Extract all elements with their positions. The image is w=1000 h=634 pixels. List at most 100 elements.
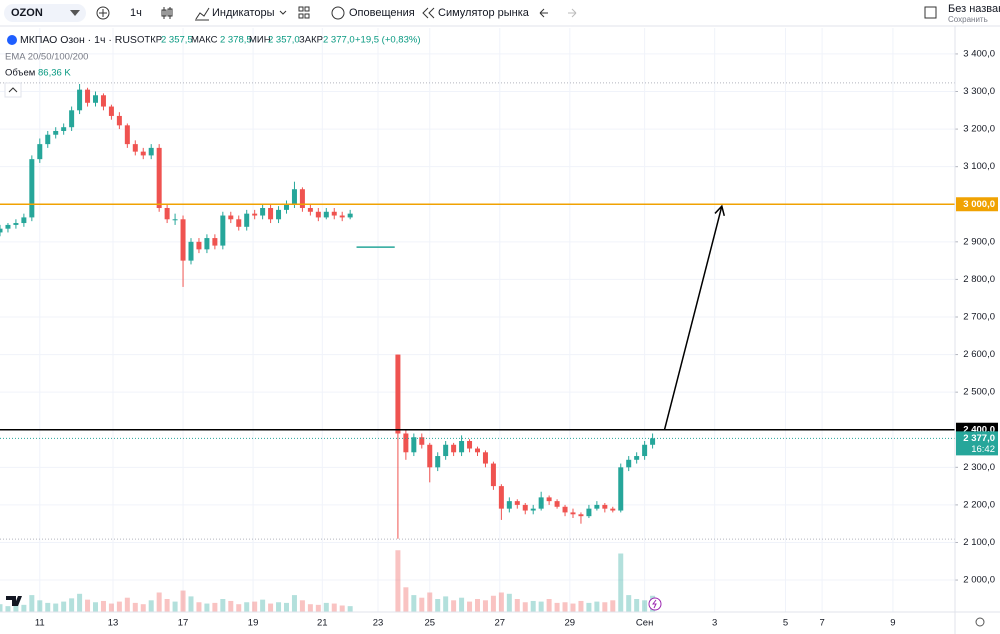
layout-checkbox[interactable] bbox=[924, 6, 937, 19]
candle-body bbox=[228, 215, 234, 220]
interval[interactable]: 1ч bbox=[130, 7, 142, 19]
candle-body bbox=[538, 497, 544, 509]
last-price-box bbox=[956, 431, 998, 456]
candle-body bbox=[188, 241, 194, 261]
volume-bar bbox=[77, 593, 83, 612]
volume-bar bbox=[116, 601, 122, 612]
candle-body bbox=[650, 438, 656, 445]
candle-body bbox=[172, 219, 178, 221]
candle-body bbox=[252, 213, 258, 216]
candle-body bbox=[299, 189, 305, 209]
volume-bar bbox=[180, 590, 186, 612]
candle-body bbox=[594, 504, 600, 509]
x-tick-label: 29 bbox=[565, 618, 576, 629]
price-label: 3 000,0 bbox=[963, 199, 995, 210]
volume-bar bbox=[13, 602, 19, 612]
indicators-button[interactable]: Индикаторы bbox=[212, 7, 275, 19]
chart-type-icon[interactable] bbox=[161, 7, 173, 19]
layout-icon bbox=[304, 13, 310, 19]
volume-bar bbox=[45, 602, 51, 612]
candle-body bbox=[212, 238, 218, 246]
candle-body bbox=[37, 144, 43, 160]
legend-open-label: ОТКР bbox=[137, 35, 162, 46]
volume-bar bbox=[435, 599, 441, 612]
layout-name[interactable]: Без названия bbox=[948, 3, 1000, 15]
candle-body bbox=[180, 219, 186, 261]
volume-bar bbox=[196, 602, 202, 612]
replay-button[interactable]: Симулятор рынка bbox=[438, 7, 530, 19]
candle-body bbox=[562, 506, 568, 513]
volume-bar bbox=[427, 592, 433, 612]
candle-body bbox=[148, 147, 154, 156]
volume-bar bbox=[108, 603, 114, 612]
volume-bar bbox=[148, 600, 154, 612]
candle-body bbox=[236, 219, 242, 227]
x-tick-label: 9 bbox=[890, 618, 895, 629]
candle-body bbox=[475, 448, 480, 453]
candle-body bbox=[244, 213, 250, 227]
volume-bar bbox=[268, 603, 274, 612]
indicators-dropdown[interactable] bbox=[279, 10, 287, 15]
legend-high: 2 378,5 bbox=[220, 35, 252, 46]
settings-icon[interactable] bbox=[975, 617, 985, 627]
undo-button[interactable] bbox=[539, 8, 548, 18]
price-label: 2 400,0 bbox=[963, 424, 995, 435]
volume-bar bbox=[93, 602, 98, 612]
volume-bar bbox=[29, 595, 35, 612]
layout-icon bbox=[298, 13, 304, 19]
y-tick-label: 2 600,0 bbox=[963, 349, 995, 360]
volume-bar bbox=[451, 600, 457, 612]
save-button[interactable]: Сохранить bbox=[948, 15, 988, 24]
volume-bar bbox=[467, 601, 473, 612]
symbol-logo bbox=[7, 35, 17, 45]
volume-bar bbox=[315, 604, 321, 612]
x-tick-label: Сен bbox=[636, 618, 653, 629]
volume-bar bbox=[642, 600, 648, 612]
volume-bar bbox=[546, 599, 552, 612]
y-tick-label: 2 500,0 bbox=[963, 387, 995, 398]
volume-bar bbox=[188, 596, 194, 612]
alerts-button[interactable]: Оповещения bbox=[349, 7, 415, 19]
volume-bar bbox=[284, 602, 289, 612]
x-tick-label: 13 bbox=[108, 618, 119, 629]
volume-bar bbox=[570, 603, 576, 612]
volume-bar bbox=[490, 595, 496, 612]
volume-bar bbox=[299, 600, 305, 612]
volume-bar bbox=[506, 593, 512, 612]
candle-body bbox=[0, 228, 3, 233]
legend-ema: EMA 20/50/100/200 bbox=[5, 52, 88, 63]
arrow-head bbox=[714, 204, 726, 217]
candle-body bbox=[196, 241, 202, 250]
collapse-legend[interactable] bbox=[4, 82, 22, 98]
volume-bar bbox=[522, 602, 528, 612]
volume-bar bbox=[419, 597, 425, 612]
legend-title: МКПАО Озон · 1ч · RUS bbox=[20, 34, 137, 46]
candle-body bbox=[220, 215, 226, 246]
volume-bar bbox=[100, 600, 106, 612]
volume-bar bbox=[475, 599, 480, 612]
add-symbol-icon[interactable] bbox=[96, 6, 110, 20]
candle-body bbox=[331, 211, 337, 216]
volume-bar bbox=[395, 550, 401, 612]
x-tick-label: 5 bbox=[783, 618, 788, 629]
legend-low: 2 357,0 bbox=[268, 35, 300, 46]
volume-bar bbox=[37, 600, 43, 612]
candle-body bbox=[108, 106, 114, 116]
legend-close-label: ЗАКР bbox=[299, 35, 323, 46]
y-tick-label: 3 200,0 bbox=[963, 124, 995, 135]
volume-bar bbox=[260, 599, 266, 612]
volume-bar bbox=[164, 599, 170, 612]
candle-body bbox=[93, 95, 98, 103]
volume-bar bbox=[244, 602, 250, 612]
symbol-search[interactable] bbox=[4, 4, 86, 22]
layout-icon[interactable] bbox=[298, 6, 304, 12]
redo-button[interactable] bbox=[568, 8, 577, 18]
candle-body bbox=[570, 512, 576, 515]
legend-open: 2 357,5 bbox=[161, 35, 193, 46]
candle-body bbox=[435, 456, 441, 468]
candle-body bbox=[307, 208, 313, 212]
symbol[interactable]: OZON bbox=[11, 7, 43, 19]
candle-body bbox=[443, 444, 449, 457]
volume-bar bbox=[459, 597, 465, 612]
